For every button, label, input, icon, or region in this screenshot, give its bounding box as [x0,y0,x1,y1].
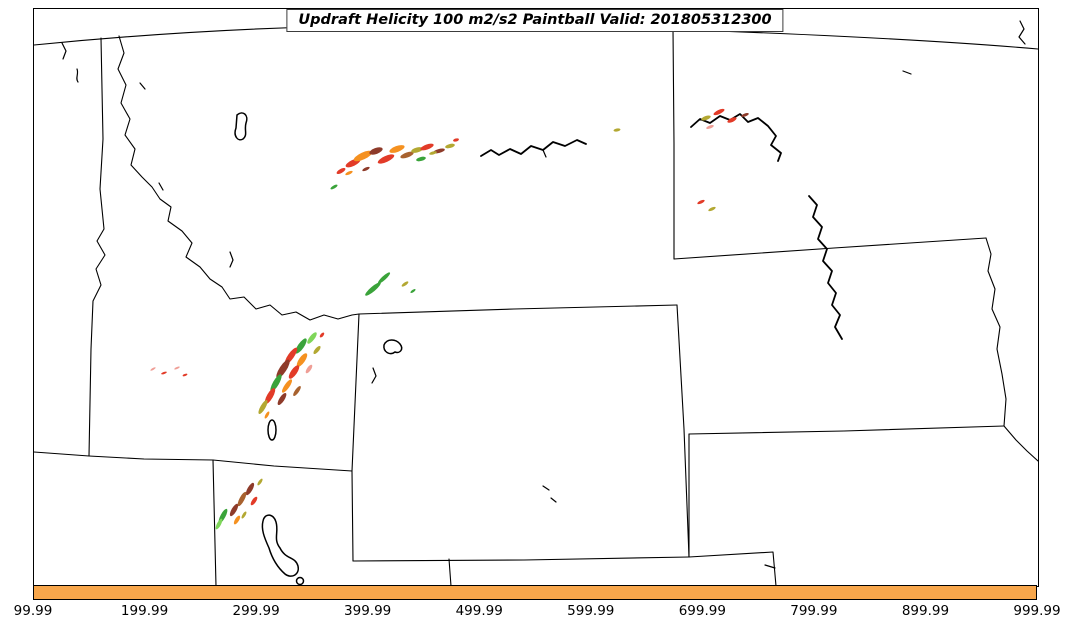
paintball-swath [377,272,391,284]
colorbar-tick-label: 799.99 [790,603,838,619]
paintball-swath [336,167,346,175]
paintball-swath [416,156,426,162]
missouri-river-sd [808,195,843,340]
paintball-swath [250,496,258,506]
colorbar-tick-label: 599.99 [567,603,615,619]
paintball-swath [307,332,317,344]
paintball-swath [264,411,270,419]
yellowstone-lake [383,339,403,355]
map-frame [33,8,1039,587]
paintball-swath [237,491,247,507]
paintball-swath [445,143,455,149]
colorbar-tick-label: 299.99 [232,603,280,619]
paintball-swath [305,364,313,374]
paintball-swath [389,145,405,153]
paintball-swath [296,353,308,367]
paintball-swath [400,151,414,159]
paintball-swath [420,143,434,151]
paintball-swath [713,108,725,116]
paintball-swath [410,289,416,293]
colorbar-tick-label: 499.99 [455,603,503,619]
paintball-swath [281,379,293,393]
paintball-swath [150,367,156,371]
paintball-swath [264,388,276,404]
paintball-swath [313,345,321,355]
paintball-swath [258,399,268,415]
map-svg [34,20,1038,586]
colorbar-tick-label: 199.99 [120,603,169,619]
great-salt-lake [261,514,300,577]
utah-lake [295,576,305,586]
paintball-swath [369,147,383,155]
paintball-swath [330,184,338,190]
jackson-lake [371,367,377,384]
paintball-swath [293,385,301,397]
devils-lake [902,70,912,75]
lake-mcconaughy [764,564,776,569]
paintball-swath [411,147,423,153]
paintball-swath [741,113,749,117]
paintball-swath [257,478,263,486]
paintball-swath [319,332,325,338]
paintball-swath [161,371,167,375]
plot-title: Updraft Helicity 100 m2/s2 Paintball Val… [286,9,784,32]
paintball-swath [276,359,290,379]
paintball-swath [229,503,239,517]
paintball-swath [613,128,621,132]
state-borders-layer [34,24,1038,586]
paintball-swath [174,366,180,370]
paintball-swath [182,373,188,377]
paintball-swath [288,365,300,379]
paintball-swath [277,392,287,406]
colorbar-tick-label: 899.99 [901,603,950,619]
paintball-swath [362,166,370,172]
paintball-swath [270,374,282,392]
colorbar-tick-label: 99.99 [13,603,53,619]
paintball-swath [345,170,353,176]
paintball-swath [401,281,409,287]
fort-peck-lake [480,139,587,157]
paintball-swath [429,151,437,155]
flathead-lake [234,112,248,141]
lake-sakakawea [690,113,782,162]
colorbar-tick-label: 999.99 [1013,603,1061,619]
paintball-swath [377,154,395,164]
colorbar-tick-label: 699.99 [678,603,726,619]
paintball-swath [697,199,705,205]
paintball-swath [701,115,711,121]
water-layer [61,20,1026,586]
paintball-swath [706,125,714,129]
paintball-swath [241,511,247,519]
paintball-swath [708,206,716,212]
paintball-swath [365,282,381,296]
colorbar [33,585,1037,600]
colorbar-tick-label: 399.99 [344,603,392,619]
paintball-swath [453,138,459,142]
paintball-swath [245,482,255,496]
paintball-swath [295,338,307,354]
paintball-swath [353,150,373,162]
paintball-layer [150,108,749,530]
paintball-swath [727,117,737,123]
bear-lake [267,419,277,441]
red-river [1018,20,1026,45]
paintball-swath [215,518,223,530]
paintball-swath [233,515,241,525]
